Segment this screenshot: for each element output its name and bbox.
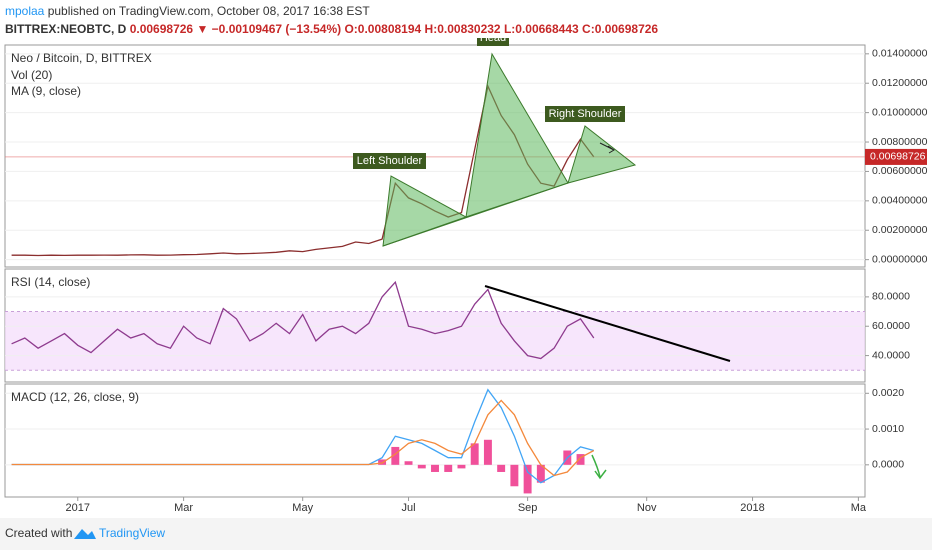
histogram-bar bbox=[510, 464, 519, 487]
histogram-bar bbox=[431, 464, 439, 472]
annotation: Right Shoulder bbox=[549, 108, 622, 120]
histogram-bar bbox=[536, 464, 545, 483]
x-tick-label: Mar bbox=[174, 502, 193, 514]
plot-area: 0.00000000 0.00200000 0.00400000 0.00600000… bbox=[4, 44, 928, 514]
series-line bbox=[11, 399, 595, 477]
footer-brand[interactable]: TradingView bbox=[99, 526, 165, 540]
histogram-bar bbox=[470, 443, 479, 465]
y-tick-label: 0.01200000 bbox=[872, 77, 928, 89]
pane-title: MACD (12, 26, close, 9) bbox=[11, 390, 139, 404]
series-line bbox=[11, 280, 595, 360]
right-shoulder-shape bbox=[567, 125, 637, 184]
rsi-band bbox=[5, 311, 865, 371]
quote-line: BITTREX:NEOBTC, D 0.00698726 ▼ −0.001094… bbox=[5, 22, 658, 36]
histogram-bar bbox=[457, 464, 466, 469]
open: O:0.00808194 bbox=[344, 22, 421, 36]
label-box bbox=[545, 106, 625, 122]
published: published on TradingView.com, October 08… bbox=[44, 4, 370, 18]
y-tick-label: 0.00600000 bbox=[872, 165, 928, 177]
trend-line bbox=[484, 285, 731, 362]
pane-title: RSI (14, close) bbox=[11, 275, 90, 289]
price: 0.00698726 bbox=[130, 22, 194, 36]
last-price-label: 0.00698726 bbox=[870, 151, 926, 163]
y-tick-label: 80.0000 bbox=[872, 291, 910, 303]
footer-text: Created with bbox=[5, 526, 72, 540]
close: C:0.00698726 bbox=[582, 22, 658, 36]
histogram-bar bbox=[483, 439, 492, 465]
x-tick-label: Jul bbox=[402, 502, 416, 514]
last-price-box bbox=[865, 148, 927, 165]
pane bbox=[4, 44, 866, 268]
y-tick-label: 0.00000000 bbox=[872, 253, 928, 265]
pane-label: Vol (20) bbox=[11, 68, 52, 82]
x-tick-label: 2018 bbox=[740, 502, 764, 514]
symbol: BITTREX:NEOBTC, D bbox=[5, 22, 127, 36]
arrow bbox=[599, 142, 615, 154]
label-box bbox=[353, 153, 426, 169]
histogram-bar bbox=[391, 446, 400, 465]
pane-label: MA (9, close) bbox=[11, 84, 81, 98]
pane bbox=[4, 383, 866, 498]
footer-bg bbox=[0, 518, 932, 550]
y-tick-label: 0.0020 bbox=[872, 387, 904, 399]
low: L:0.00668443 bbox=[504, 22, 579, 36]
logo bbox=[74, 529, 96, 539]
arrow bbox=[591, 454, 607, 480]
x-tick-label: Nov bbox=[637, 502, 657, 514]
y-tick-label: 0.01400000 bbox=[872, 48, 928, 60]
arrow: ▼ bbox=[196, 22, 208, 36]
y-tick-label: 0.00800000 bbox=[872, 136, 928, 148]
y-tick-label: 0.0000 bbox=[872, 459, 904, 471]
histogram-bar bbox=[378, 459, 387, 465]
y-tick-label: 0.00400000 bbox=[872, 195, 928, 207]
x-tick-label: May bbox=[292, 502, 313, 514]
change: −0.00109467 (−13.54%) bbox=[212, 22, 341, 36]
y-tick-label: 0.0010 bbox=[872, 423, 904, 435]
x-tick-label: Sep bbox=[518, 502, 538, 514]
y-tick-label: 0.00200000 bbox=[872, 224, 928, 236]
header-bg bbox=[0, 0, 932, 38]
histogram-bar bbox=[404, 461, 413, 465]
pattern-drawing: Left Shoulder Head Right Shoulder bbox=[353, 30, 731, 480]
high: H:0.00830232 bbox=[425, 22, 501, 36]
histogram-bar bbox=[444, 464, 453, 472]
histogram-bar bbox=[523, 464, 532, 494]
y-tick-label: 40.0000 bbox=[872, 349, 910, 361]
histogram-bar bbox=[576, 454, 585, 465]
histogram-bar bbox=[497, 464, 506, 472]
header: mpolaa published on TradingView.com, Oct… bbox=[5, 4, 370, 18]
y-tick-label: 0.01000000 bbox=[872, 106, 928, 118]
pane-title: Neo / Bitcoin, D, BITTREX bbox=[11, 51, 152, 65]
neckline bbox=[382, 182, 569, 247]
x-tick-label: 2017 bbox=[66, 502, 90, 514]
y-tick-label: 60.0000 bbox=[872, 320, 910, 332]
histogram-bar bbox=[417, 464, 426, 469]
user[interactable]: mpolaa bbox=[5, 4, 45, 18]
annotation: Left Shoulder bbox=[357, 155, 423, 167]
x-tick-label: Ma bbox=[851, 502, 867, 514]
